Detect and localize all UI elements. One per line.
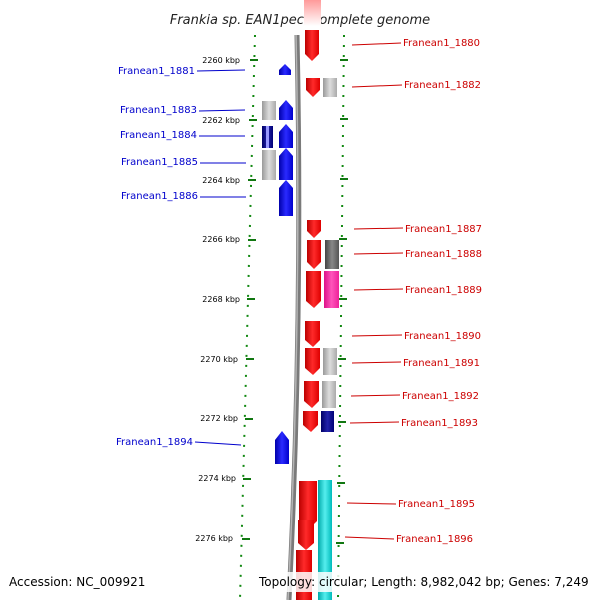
leader-line [351, 42, 402, 46]
homolog-box [321, 411, 334, 432]
gene-franean1-1881[interactable] [279, 64, 291, 75]
gene-label[interactable]: Franean1_1885 [121, 157, 198, 168]
accession-text: Accession: NC_009921 [9, 575, 145, 589]
leader-line [353, 227, 404, 230]
right-labels: Franean1_1880 Franean1_1882 Franean1_188… [344, 38, 482, 545]
scale-label: 2276 kbp [195, 534, 233, 543]
gene-franean1-1896[interactable] [298, 520, 314, 550]
homolog-box [262, 101, 276, 120]
leader-line [344, 536, 395, 540]
gene-label[interactable]: Franean1_1894 [116, 437, 193, 448]
scale-axis: 2260 kbp 2262 kbp 2264 kbp 2266 kbp 2268… [195, 56, 348, 544]
gene-franean1-1885[interactable] [279, 148, 293, 180]
gene-franean1-1883[interactable] [279, 100, 293, 120]
homolog-box [322, 381, 336, 408]
scale-label: 2272 kbp [200, 414, 238, 423]
left-guide-line [239, 34, 256, 600]
gene-franean1-1880[interactable] [305, 30, 319, 61]
gene-label[interactable]: Franean1_1896 [396, 534, 473, 545]
gene-label[interactable]: Franean1_1880 [403, 38, 480, 49]
right-guide-line [337, 34, 345, 600]
homolog-box [323, 348, 337, 375]
scale-label: 2266 kbp [202, 235, 240, 244]
gene-franean1-1886[interactable] [279, 180, 293, 216]
homolog-box [324, 271, 339, 308]
scale-label: 2264 kbp [202, 176, 240, 185]
scale-label: 2262 kbp [202, 116, 240, 125]
leader-line [351, 361, 402, 364]
gene-franean1-1893[interactable] [303, 411, 318, 432]
gene-label[interactable]: Franean1_1881 [118, 66, 195, 77]
homolog-box [266, 126, 269, 148]
gene-label[interactable]: Franean1_1893 [401, 418, 478, 429]
chromosome-backbone [286, 34, 302, 600]
gene-label[interactable]: Franean1_1891 [403, 358, 480, 369]
leader-line [346, 502, 397, 505]
leader-line [351, 84, 403, 88]
leader-line [194, 441, 242, 446]
gene-label[interactable]: Franean1_1886 [121, 191, 198, 202]
leader-line [349, 421, 400, 424]
gene-label[interactable]: Franean1_1884 [120, 130, 197, 141]
gene-label[interactable]: Franean1_1883 [120, 105, 197, 116]
leader-line [350, 394, 401, 397]
scale-label: 2268 kbp [202, 295, 240, 304]
gene-franean1-1882[interactable] [306, 78, 320, 97]
scale-label: 2260 kbp [202, 56, 240, 65]
left-labels: Franean1_1881 Franean1_1883 Franean1_188… [116, 66, 246, 448]
leader-line [196, 69, 246, 72]
chromosome-backbone-highlight [287, 34, 299, 600]
gene-franean1-1884[interactable] [279, 124, 293, 148]
leader-line [198, 109, 246, 112]
gene-label[interactable]: Franean1_1892 [402, 391, 479, 402]
gene-label[interactable]: Franean1_1888 [405, 249, 482, 260]
scale-label: 2270 kbp [200, 355, 238, 364]
gene-franean1-1887[interactable] [307, 220, 321, 238]
homolog-box [323, 78, 337, 97]
scale-label: 2274 kbp [198, 474, 236, 483]
footer-background [255, 572, 595, 592]
gene-franean1-1892[interactable] [304, 381, 319, 408]
gene-label[interactable]: Franean1_1887 [405, 224, 482, 235]
feature-strip [304, 0, 321, 26]
leader-line [353, 252, 404, 255]
left-strand-genes [262, 64, 293, 464]
gene-label[interactable]: Franean1_1889 [405, 285, 482, 296]
gene-franean1-1895[interactable] [299, 481, 317, 530]
gene-franean1-1888[interactable] [307, 240, 321, 269]
gene-label[interactable]: Franean1_1882 [404, 80, 481, 91]
topology-text: Topology: circular; Length: 8,982,042 bp… [258, 575, 589, 589]
homolog-band [318, 480, 332, 600]
gene-franean1-1891[interactable] [305, 348, 320, 375]
leader-line [351, 334, 403, 337]
homolog-box [262, 150, 276, 180]
gene-franean1-1890[interactable] [305, 321, 320, 347]
gene-franean1-1894[interactable] [275, 431, 289, 464]
gene-label[interactable]: Franean1_1895 [398, 499, 475, 510]
gene-label[interactable]: Franean1_1890 [404, 331, 481, 342]
leader-line [353, 288, 404, 291]
gene-franean1-1889[interactable] [306, 271, 321, 308]
homolog-box [325, 240, 339, 269]
right-strand-genes [296, 30, 339, 600]
page-title: Frankia sp. EAN1pec, complete genome [170, 13, 430, 28]
